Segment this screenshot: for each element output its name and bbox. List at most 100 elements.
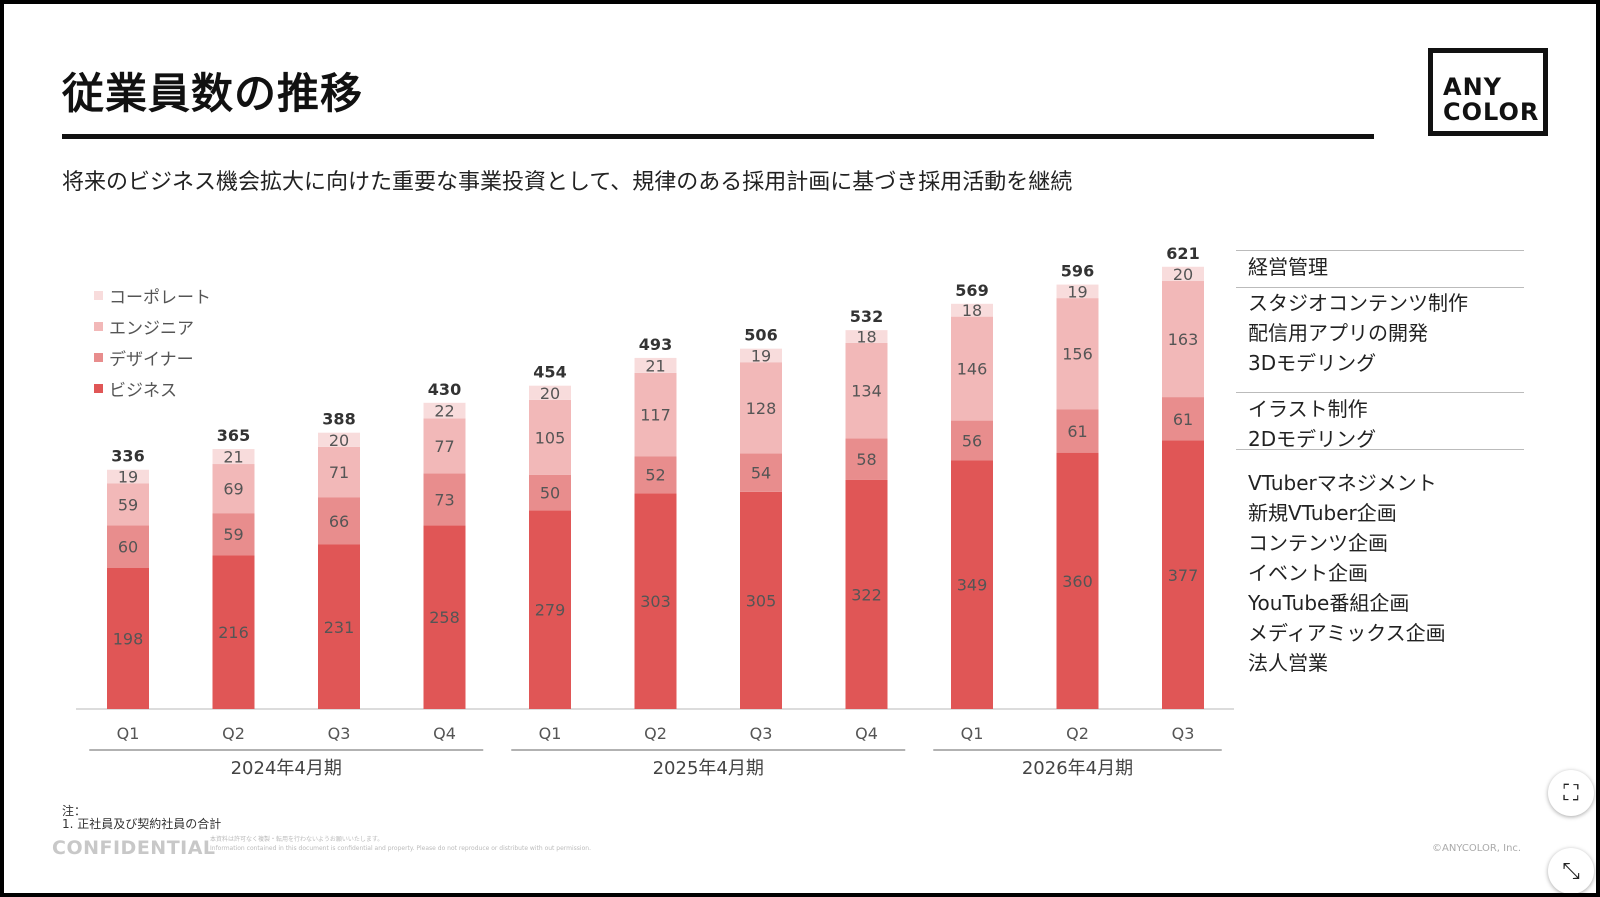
total-label: 569	[955, 281, 988, 300]
bar-segment-corporate	[423, 402, 466, 419]
data-label-business: 322	[851, 585, 882, 604]
bar-segment-corporate	[845, 330, 888, 343]
slide: 従業員数の推移 ANY COLOR 将来のビジネス機会拡大に向けた重要な事業投資…	[4, 4, 1596, 893]
total-label: 336	[111, 447, 144, 466]
bar-segment-engineer	[318, 446, 360, 498]
bar-segment-business	[951, 460, 993, 709]
legend-item-corporate: コーポレート	[94, 283, 211, 308]
x-tick-label: Q2	[644, 724, 667, 743]
x-tick-label: Q1	[117, 724, 140, 743]
bar-segment-designer	[423, 473, 466, 526]
bar-segment-corporate	[1056, 284, 1099, 299]
legend-label-designer: デザイナー	[109, 350, 194, 370]
page-subtitle: 将来のビジネス機会拡大に向けた重要な事業投資として、規律のある採用計画に基づき採…	[62, 170, 1073, 195]
bar-segment-designer	[318, 497, 360, 545]
note-line: 1. 正社員及び契約社員の合計	[62, 817, 222, 831]
legend-item-engineer: エンジニア	[94, 314, 194, 339]
legend-item-business: ビジネス	[94, 376, 177, 401]
bar-segment-business	[634, 493, 677, 709]
copyright: ©ANYCOLOR, Inc.	[1432, 843, 1522, 854]
bar-segment-corporate	[1162, 266, 1204, 282]
fiscal-year-label: 2025年4月期	[653, 758, 764, 779]
total-label: 596	[1061, 262, 1094, 281]
page-title: 従業員数の推移	[62, 69, 364, 118]
bar-segment-designer	[1162, 397, 1204, 441]
data-label-engineer: 156	[1062, 345, 1093, 364]
data-label-business: 303	[640, 592, 671, 611]
data-label-engineer: 146	[957, 360, 988, 379]
data-label-engineer: 71	[329, 463, 349, 482]
data-label-corporate: 20	[1173, 265, 1193, 284]
data-label-business: 349	[957, 576, 988, 595]
side-item: コンテンツ企画	[1248, 531, 1388, 555]
legend-label-engineer: エンジニア	[109, 319, 194, 339]
total-label: 454	[533, 363, 566, 382]
bar-segment-designer	[529, 474, 571, 511]
side-item: スタジオコンテンツ制作	[1248, 291, 1468, 315]
data-label-engineer: 69	[223, 480, 243, 499]
x-tick-label: Q4	[433, 724, 456, 743]
legend-label-business: ビジネス	[109, 381, 177, 401]
data-label-corporate: 18	[962, 301, 982, 320]
data-label-engineer: 59	[118, 495, 138, 514]
legend-swatch-business	[94, 384, 103, 393]
data-label-designer: 61	[1173, 410, 1193, 429]
side-item: 配信用アプリの開発	[1248, 321, 1428, 345]
total-label: 430	[428, 380, 461, 399]
x-tick-label: Q2	[222, 724, 245, 743]
bar-segment-engineer	[212, 464, 255, 514]
total-label: 506	[744, 326, 777, 345]
x-tick-label: Q4	[855, 724, 878, 743]
side-item: 3Dモデリング	[1248, 351, 1377, 375]
total-label: 365	[217, 426, 250, 445]
bar-segment-business	[107, 568, 149, 709]
data-label-corporate: 19	[751, 346, 771, 365]
bar-segment-business	[529, 510, 571, 709]
bar-segment-corporate	[529, 385, 571, 400]
data-label-designer: 58	[856, 450, 876, 469]
bar-segment-engineer	[1162, 281, 1204, 398]
side-divider	[1236, 449, 1524, 450]
anycolor-logo: ANY COLOR	[1428, 48, 1548, 136]
collapse-icon: ⤡	[1562, 858, 1580, 884]
side-group-engineer: スタジオコンテンツ制作 配信用アプリの開発 3Dモデリング	[1248, 288, 1468, 378]
data-label-designer: 54	[751, 464, 771, 483]
data-label-engineer: 117	[640, 406, 671, 425]
side-item: イベント企画	[1248, 561, 1368, 585]
bar-segment-designer	[107, 525, 149, 568]
side-item: 2Dモデリング	[1248, 427, 1377, 451]
total-label: 532	[850, 307, 883, 326]
side-divider	[1236, 287, 1524, 288]
data-label-engineer: 163	[1168, 330, 1199, 349]
bar-segment-engineer	[634, 372, 677, 457]
bar-segment-business	[845, 479, 888, 709]
side-divider	[1236, 250, 1524, 251]
bar-segment-business	[318, 544, 360, 709]
data-label-corporate: 18	[856, 328, 876, 347]
legend-label-corporate: コーポレート	[109, 288, 211, 308]
bar-segment-business	[1162, 440, 1204, 709]
logo-line-2: COLOR	[1443, 98, 1540, 126]
side-item: イラスト制作	[1248, 397, 1368, 421]
confidential-label: CONFIDENTIAL	[52, 837, 216, 859]
data-label-corporate: 20	[329, 431, 349, 450]
logo-line-1: ANY	[1443, 73, 1503, 101]
side-group-corporate: 経営管理	[1248, 252, 1328, 282]
data-label-business: 198	[113, 630, 144, 649]
fullscreen-button[interactable]: ⛶	[1548, 770, 1594, 816]
data-label-corporate: 21	[645, 356, 665, 375]
data-label-designer: 56	[962, 432, 982, 451]
total-label: 621	[1166, 244, 1199, 263]
title-divider	[62, 134, 1374, 139]
side-item: メディアミックス企画	[1248, 621, 1446, 645]
bar-segment-corporate	[740, 348, 782, 363]
data-label-business: 216	[218, 623, 249, 642]
bar-segment-designer	[1056, 409, 1099, 453]
bar-segment-corporate	[318, 432, 360, 447]
side-group-business: VTuberマネジメント 新規VTuber企画 コンテンツ企画 イベント企画 Y…	[1248, 468, 1446, 678]
bar-segment-corporate	[634, 357, 677, 373]
exit-fullscreen-button[interactable]: ⤡	[1548, 848, 1594, 893]
expand-icon: ⛶	[1563, 780, 1579, 806]
data-label-engineer: 134	[851, 382, 882, 401]
legend-item-designer: デザイナー	[94, 345, 194, 370]
